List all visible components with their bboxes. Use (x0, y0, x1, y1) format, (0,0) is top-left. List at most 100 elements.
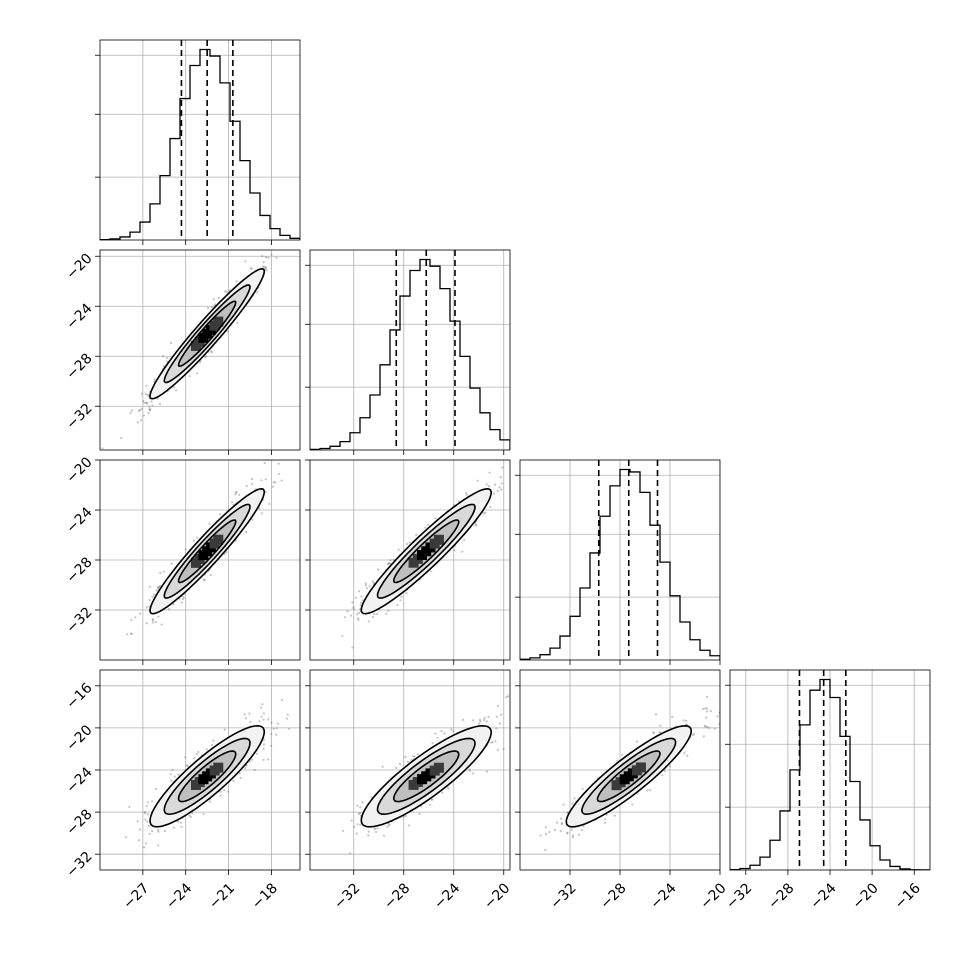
sample-point (151, 617, 154, 621)
sample-point (209, 573, 212, 577)
sample-point (245, 484, 248, 487)
sample-point (428, 803, 431, 806)
sample-point (529, 481, 531, 483)
sample-point (151, 404, 154, 407)
sample-point (475, 524, 478, 527)
sample-point (571, 836, 575, 839)
sample-point (476, 479, 479, 482)
sample-point (227, 790, 230, 793)
axes-frame (309, 459, 511, 661)
sample-point (245, 530, 248, 534)
sample-point (343, 616, 346, 619)
sample-point (399, 599, 402, 602)
sample-point (270, 721, 273, 724)
sample-point (706, 710, 709, 713)
sample-point (356, 823, 359, 826)
sample-point (358, 812, 362, 815)
sample-point (426, 523, 430, 526)
sample-point (703, 724, 706, 727)
sample-point (604, 818, 607, 821)
sample-point (474, 523, 477, 526)
sample-point (157, 615, 160, 618)
sample-point (153, 378, 156, 381)
sample-point (211, 743, 214, 746)
sample-point (485, 483, 488, 486)
sample-point (555, 821, 559, 824)
sample-point (386, 563, 389, 566)
sample-point (389, 559, 392, 562)
x-tick-label: −18 (249, 880, 281, 912)
sample-point (385, 612, 388, 615)
x-tick-label: −32 (331, 880, 363, 912)
sample-point (376, 827, 379, 830)
sample-point (646, 789, 649, 792)
scatter-panel-2-1 (305, 459, 531, 665)
sample-point (479, 720, 482, 723)
x-tick-label: −32 (547, 880, 579, 912)
sample-point (691, 733, 694, 737)
sample-point (244, 260, 247, 263)
contour-line (177, 519, 237, 584)
y-tick-label: −24 (63, 764, 95, 796)
sample-point (157, 585, 160, 588)
sample-point (356, 617, 359, 620)
sample-point (496, 489, 499, 493)
sample-point (277, 246, 279, 248)
sample-point (144, 842, 148, 845)
sample-point (413, 755, 416, 758)
sample-point (184, 548, 187, 551)
sample-point (196, 536, 199, 539)
sample-point (214, 303, 217, 306)
sample-point (512, 709, 514, 711)
sample-point (272, 727, 275, 730)
x-tick-label: −16 (892, 880, 924, 912)
sample-point (315, 429, 317, 431)
sample-point (577, 833, 581, 836)
sample-point (208, 800, 211, 803)
contour-line (376, 737, 476, 816)
sample-point (705, 716, 708, 719)
sample-point (249, 720, 252, 724)
sample-point (387, 562, 390, 565)
axes-frame (519, 669, 721, 871)
sample-point (368, 585, 371, 588)
sample-point (267, 718, 270, 721)
sample-point (507, 695, 510, 698)
sample-point (539, 834, 542, 837)
x-tick-label: −24 (647, 880, 679, 912)
sample-point (265, 269, 268, 272)
sample-point (472, 719, 475, 722)
sample-point (377, 568, 380, 571)
sample-point (652, 731, 655, 735)
sample-point (263, 461, 266, 465)
sample-point (450, 728, 453, 731)
contour-line (177, 750, 237, 803)
sample-point (262, 261, 265, 264)
sample-point (145, 401, 148, 404)
sample-point (701, 708, 705, 711)
sample-point (179, 821, 182, 825)
y-tick-label: −20 (63, 251, 95, 283)
sample-point (341, 634, 344, 637)
sample-point (145, 622, 148, 625)
sample-point (267, 256, 270, 259)
sample-point (484, 511, 487, 514)
sample-point (571, 834, 575, 837)
sample-point (262, 743, 266, 746)
sample-point (185, 764, 188, 767)
sample-point (140, 407, 143, 410)
sample-point (277, 472, 281, 475)
sample-point (559, 830, 562, 833)
sample-point (498, 486, 501, 489)
sample-point (260, 715, 263, 718)
sample-point (365, 587, 369, 590)
sample-point (573, 797, 576, 800)
contour-line (565, 724, 693, 828)
sample-point (560, 822, 563, 826)
sample-point (250, 267, 253, 270)
histogram-line (310, 258, 510, 450)
sample-point (147, 824, 150, 828)
sample-point (219, 790, 222, 793)
sample-point (412, 755, 415, 758)
sample-point (270, 744, 273, 748)
